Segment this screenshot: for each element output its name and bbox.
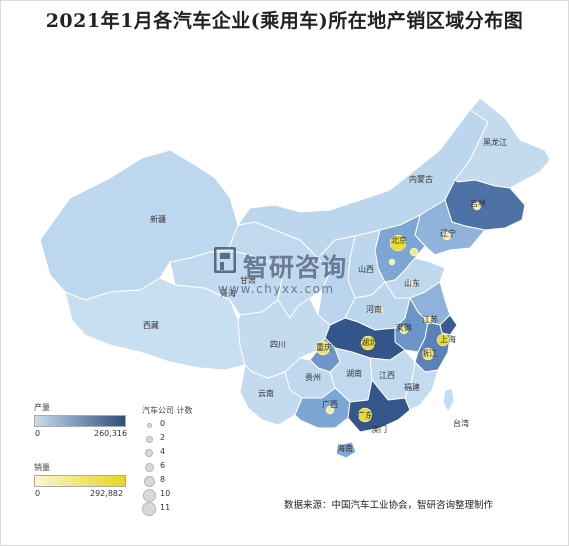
legend-production-bar	[34, 415, 126, 427]
legend-size-label: 2	[160, 433, 166, 442]
province-label-shanghai: 上海	[440, 334, 456, 344]
province-label-henan: 河南	[366, 304, 382, 314]
province-label-jilin: 吉林	[470, 198, 486, 208]
bubble-guangxi[interactable]	[325, 405, 335, 415]
province-label-yunnan: 云南	[258, 388, 274, 398]
legend-size-label: 8	[160, 475, 166, 484]
province-label-xinjiang: 新疆	[150, 214, 166, 224]
bubble-jiangsu[interactable]	[423, 315, 433, 325]
province-label-hubei: 湖北	[361, 338, 377, 347]
province-label-guangdong: 广东	[357, 410, 373, 420]
province-label-jiangxi: 江西	[379, 371, 395, 380]
legend-size-dot	[142, 502, 156, 516]
sales-bubbles	[315, 201, 482, 423]
bubble-henan[interactable]	[376, 306, 384, 314]
legend-size-title: 汽车公司 计数	[142, 406, 193, 415]
bubble-liaoning[interactable]	[442, 231, 452, 241]
legend-production-min: 0	[35, 429, 41, 438]
bubble-beijing[interactable]	[389, 234, 407, 252]
legend-size-label: 11	[160, 503, 171, 512]
province-label-guizhou: 贵州	[305, 372, 321, 382]
province-label-chongqing: 重庆	[316, 342, 332, 352]
province-label-shanxi: 山西	[358, 264, 374, 274]
province-label-zhejiang: 浙江	[421, 348, 437, 358]
bubble-jilin[interactable]	[472, 201, 482, 211]
legend-size-label: 10	[160, 489, 171, 498]
legend-size-label: 6	[160, 461, 166, 470]
province-label-sichuan: 四川	[270, 340, 286, 349]
province-label-neimenggu: 内蒙古	[409, 174, 433, 184]
bubble-shanghai[interactable]	[436, 333, 450, 347]
province-label-hainan: 海南	[337, 443, 353, 453]
bubble-shandong[interactable]	[408, 280, 416, 288]
province-label-anhui: 安徽	[396, 322, 412, 332]
province-label-qinghai: 青海	[220, 288, 236, 298]
province-label-guangxi: 广西	[322, 399, 338, 409]
legend-sales-bar	[34, 475, 126, 487]
bubble-hebei[interactable]	[388, 258, 396, 266]
watermark-url: www.chyxx.com	[218, 282, 335, 296]
legend-production-max: 260,316	[94, 429, 128, 438]
legend-size-dot	[145, 449, 153, 457]
bubble-zhejiang[interactable]	[421, 347, 435, 361]
legend-sales-min: 0	[35, 489, 41, 498]
province-hainan[interactable]	[335, 441, 357, 459]
province-label-xizang: 西藏	[143, 320, 159, 330]
province-taiwan[interactable]	[442, 387, 455, 413]
legend-sales-title: 销量	[34, 463, 50, 472]
province-fujian[interactable]	[404, 361, 439, 411]
watermark-brand: 智研咨询	[243, 253, 348, 282]
legend-size-dot	[146, 422, 152, 428]
province-label-liaoning: 辽宁	[440, 228, 456, 238]
province-label-jiangsu: 江苏	[422, 314, 438, 324]
bubble-tianjin[interactable]	[409, 247, 419, 257]
bubble-chongqing[interactable]	[315, 340, 331, 356]
province-label-aomen: 澳门	[371, 424, 387, 434]
province-label-hunan: 湖南	[346, 368, 362, 378]
brand-logo-icon	[214, 247, 236, 273]
legend-size-label: 4	[160, 447, 166, 456]
source-note: 数据来源：中国汽车工业协会，智研咨询整理制作	[284, 500, 494, 511]
bubble-anhui[interactable]	[399, 325, 409, 335]
legend-production-title: 产量	[34, 403, 50, 412]
province-guangxi[interactable]	[294, 387, 351, 429]
legend-sales-max: 292,882	[90, 489, 124, 498]
map-title: 2021年1月各汽车企业(乘用车)所在地产销区域分布图	[45, 10, 524, 32]
province-label-beijing: 北京	[391, 235, 407, 245]
province-label-shandong: 山东	[404, 278, 420, 288]
legend-size-label: 0	[160, 419, 166, 428]
legend-size-dot	[145, 435, 153, 443]
legend-size-dot	[142, 488, 156, 502]
bubble-guangdong[interactable]	[357, 407, 373, 423]
legend-size-dot	[144, 462, 154, 472]
province-label-taiwan: 台湾	[453, 418, 469, 428]
province-label-gansu: 甘肃	[240, 275, 256, 285]
province-label-heilongjiang: 黑龙江	[483, 137, 507, 147]
province-heilongjiang[interactable]	[454, 97, 551, 189]
legend-size-dot	[143, 475, 155, 487]
province-label-fujian: 福建	[404, 382, 420, 392]
bubble-hubei[interactable]	[360, 335, 376, 351]
